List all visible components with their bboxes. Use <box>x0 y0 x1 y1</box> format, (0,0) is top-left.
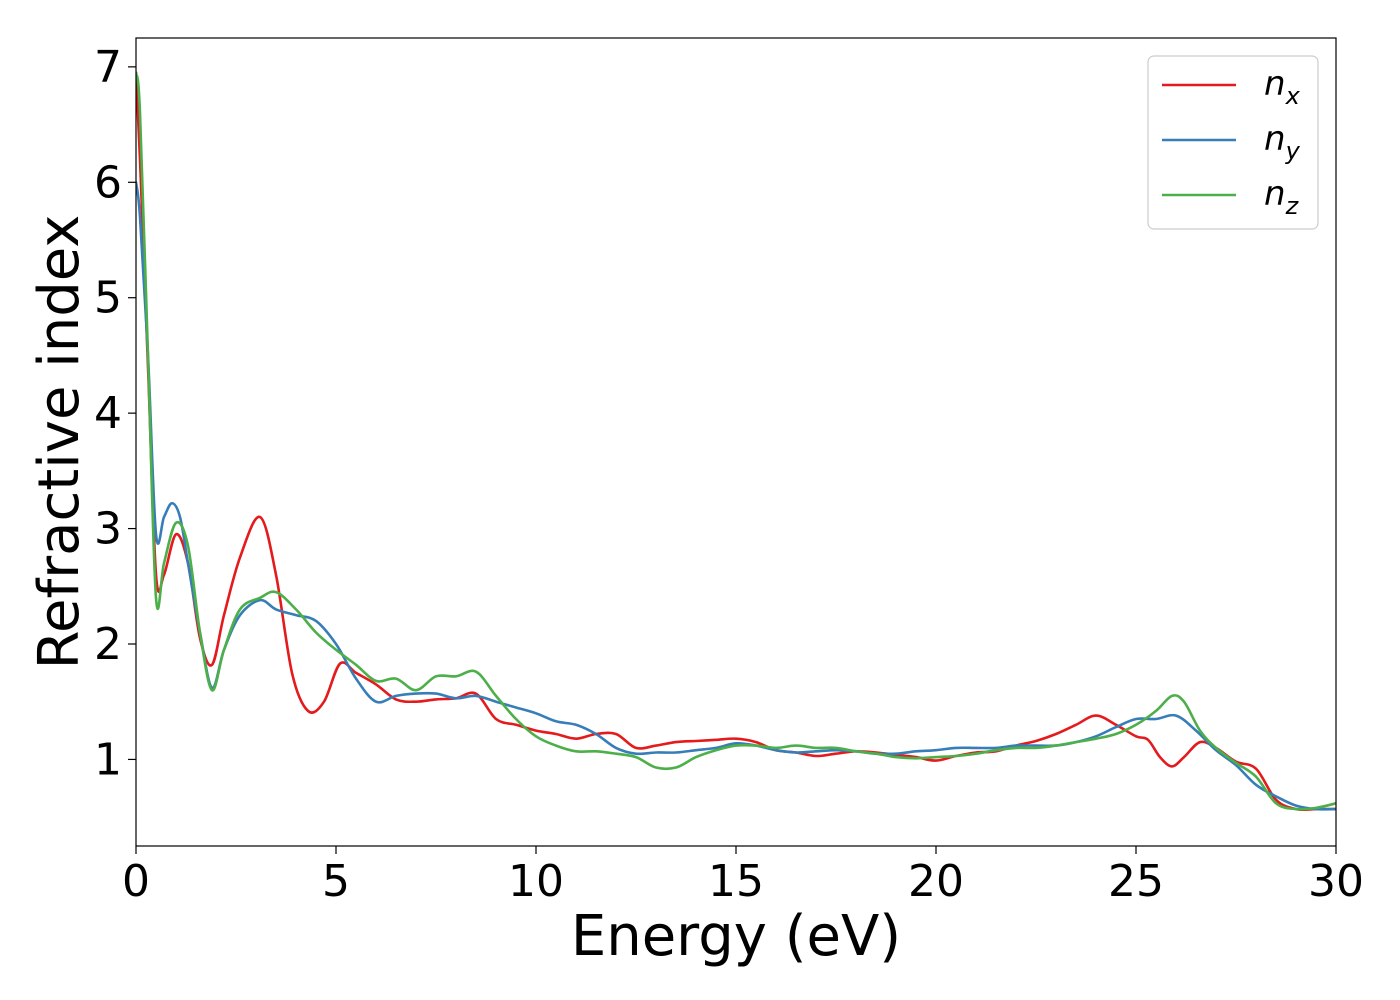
y-tick-label: 2 <box>94 619 122 670</box>
y-tick-label: 1 <box>94 734 122 785</box>
y-tick-label: 6 <box>94 157 122 208</box>
y-axis-title: Refractive index <box>27 215 92 670</box>
y-axis: 1 2 3 4 5 6 7 <box>94 42 136 785</box>
y-tick-label: 3 <box>94 504 122 555</box>
x-tick-label: 10 <box>508 856 564 907</box>
x-axis: 0 5 10 15 20 25 30 <box>122 846 1364 907</box>
series-line-nz <box>136 71 1336 811</box>
legend-label-nx: nx <box>1264 64 1301 110</box>
y-tick-label: 7 <box>94 42 122 93</box>
legend-label-ny: ny <box>1264 119 1301 165</box>
x-tick-label: 15 <box>708 856 764 907</box>
y-tick-label: 5 <box>94 273 122 324</box>
series-line-nx <box>136 71 1336 812</box>
x-tick-label: 20 <box>908 856 964 907</box>
x-axis-title: Energy (eV) <box>571 904 901 969</box>
x-tick-label: 30 <box>1308 856 1364 907</box>
x-tick-label: 0 <box>122 856 150 907</box>
y-tick-label: 4 <box>94 388 122 439</box>
legend-box <box>1147 55 1319 230</box>
series-layer <box>136 71 1336 812</box>
legend-label-nz: nz <box>1264 174 1300 220</box>
legend: nx ny nz <box>1147 55 1319 230</box>
x-tick-label: 5 <box>322 856 350 907</box>
x-tick-label: 25 <box>1108 856 1164 907</box>
